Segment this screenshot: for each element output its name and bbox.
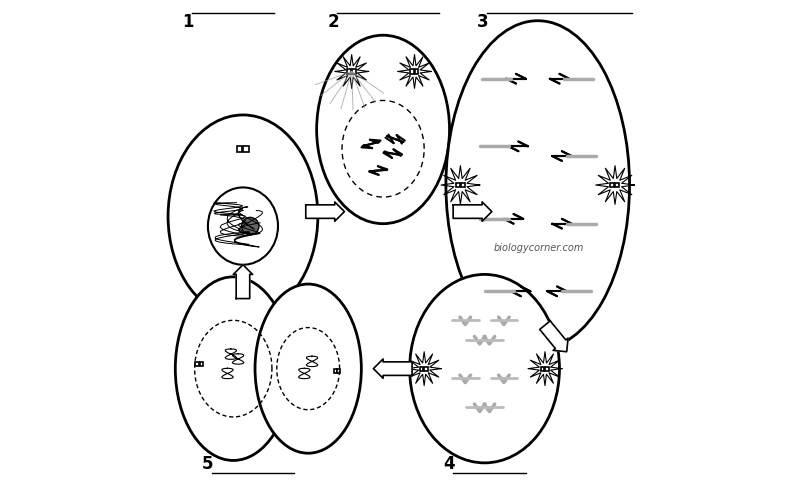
Text: 4: 4 (443, 454, 455, 472)
Circle shape (242, 217, 259, 235)
Polygon shape (540, 321, 568, 352)
Ellipse shape (317, 35, 450, 224)
Ellipse shape (410, 275, 559, 463)
Bar (334, 369, 337, 373)
Ellipse shape (208, 188, 278, 265)
Polygon shape (306, 202, 345, 221)
Polygon shape (234, 265, 253, 298)
Bar (195, 362, 198, 366)
Bar (347, 69, 351, 74)
Text: 2: 2 (327, 14, 339, 32)
Ellipse shape (175, 277, 291, 460)
Bar (415, 69, 418, 74)
Ellipse shape (168, 115, 318, 318)
Bar (546, 366, 549, 371)
Text: 5: 5 (202, 454, 214, 472)
Bar (200, 362, 203, 366)
Bar (410, 69, 414, 74)
Bar (237, 146, 242, 152)
Polygon shape (453, 202, 492, 221)
Bar (461, 183, 465, 187)
Bar (338, 369, 340, 373)
Text: 3: 3 (478, 14, 489, 32)
Ellipse shape (446, 21, 630, 349)
Ellipse shape (255, 284, 362, 453)
Bar (425, 366, 428, 371)
Bar (610, 183, 614, 187)
Text: biologycorner.com: biologycorner.com (494, 243, 584, 253)
Bar (541, 366, 544, 371)
Bar (420, 366, 423, 371)
Bar (615, 183, 619, 187)
Text: 1: 1 (182, 14, 194, 32)
Bar (352, 69, 356, 74)
Bar (456, 183, 460, 187)
Bar (243, 146, 249, 152)
Polygon shape (374, 359, 412, 378)
